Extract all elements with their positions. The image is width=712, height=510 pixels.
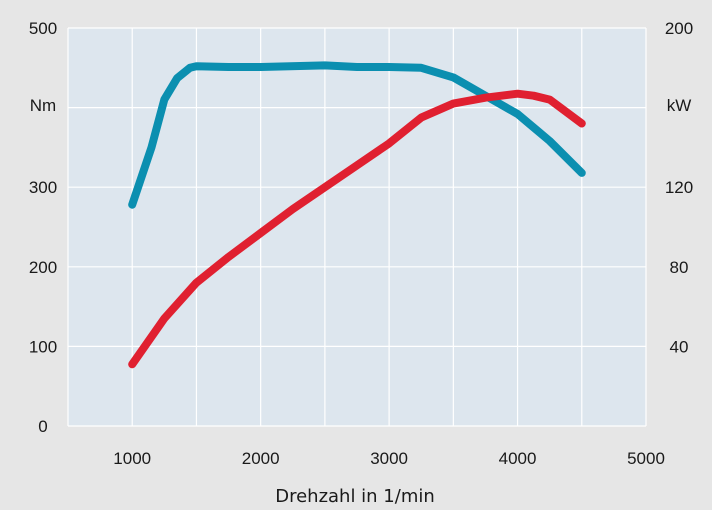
right-y-tick-label: 200 (665, 19, 693, 38)
x-tick-label: 3000 (370, 449, 408, 468)
right-y-tick-labels: 40 80 120 200 (665, 19, 693, 356)
right-axis-unit: kW (667, 96, 692, 115)
grid-lines (67, 27, 647, 427)
left-y-tick-label: 200 (29, 258, 57, 277)
x-tick-label: 4000 (499, 449, 537, 468)
plot-area (68, 28, 646, 426)
left-y-tick-label: 100 (29, 337, 57, 356)
x-axis-title: Drehzahl in 1/min (275, 486, 435, 507)
x-tick-label: 5000 (627, 449, 665, 468)
x-tick-labels: 1000 2000 3000 4000 5000 (113, 449, 665, 468)
x-tick-label: 1000 (113, 449, 151, 468)
left-y-tick-label: 0 (38, 417, 47, 436)
torque-curve (128, 61, 586, 209)
power-curve (128, 89, 586, 369)
right-y-tick-label: 40 (670, 337, 689, 356)
left-axis-unit: Nm (30, 96, 56, 115)
left-y-tick-label: 500 (29, 19, 57, 38)
series-lines (128, 61, 586, 369)
left-y-tick-labels: 0 100 200 300 500 (29, 19, 57, 436)
right-y-tick-label: 80 (670, 258, 689, 277)
left-y-tick-label: 300 (29, 178, 57, 197)
x-tick-label: 2000 (242, 449, 280, 468)
right-y-tick-label: 120 (665, 178, 693, 197)
